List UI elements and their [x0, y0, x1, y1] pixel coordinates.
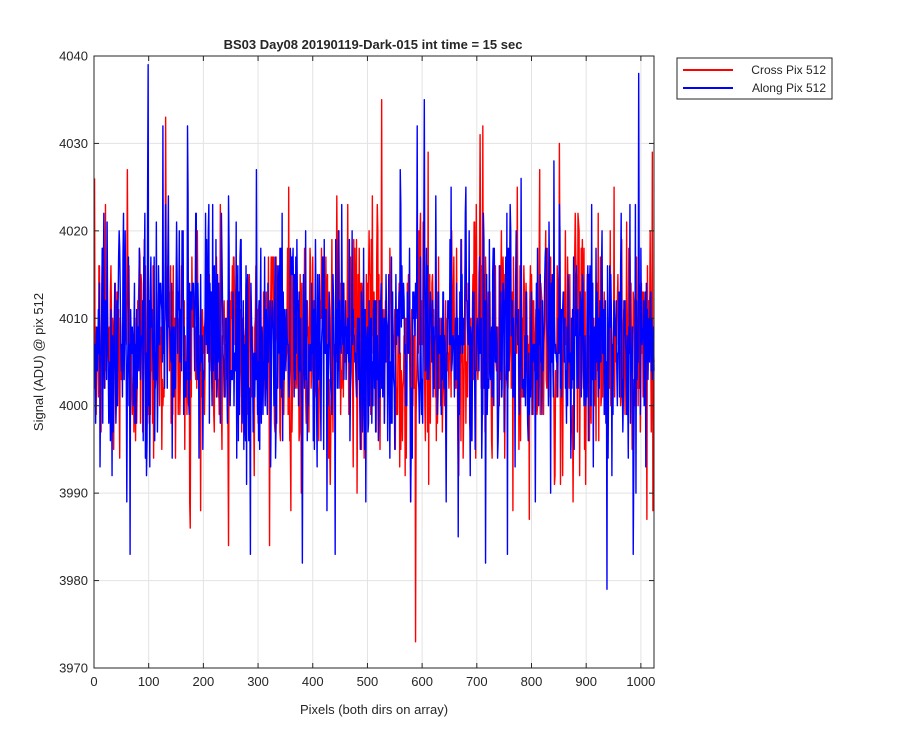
- x-tick-label: 800: [521, 674, 543, 689]
- plot-area: 0 100 200 300 400 500 600 700 800 900 1000 3970 398…: [59, 49, 655, 690]
- x-tick-label: 0: [90, 674, 97, 689]
- x-tick-label: 400: [302, 674, 324, 689]
- axes-box: [93, 55, 655, 669]
- x-tick-label: 500: [357, 674, 379, 689]
- y-tick-label: 4040: [59, 49, 88, 64]
- x-tick-label: 100: [138, 674, 160, 689]
- y-tick-label: 4030: [59, 136, 88, 151]
- x-tick-label: 300: [247, 674, 269, 689]
- x-tick-label: 700: [466, 674, 488, 689]
- x-axis-ticks: 0 100 200 300 400 500 600 700 800 900 1000: [90, 56, 655, 689]
- x-axis-label: Pixels (both dirs on array): [300, 702, 448, 717]
- legend-entry-cross: Cross Pix 512: [751, 63, 826, 77]
- y-axis-ticks: 3970 3980 3990 4000 4010 4020 4030 4040: [59, 49, 654, 676]
- x-tick-label: 600: [411, 674, 433, 689]
- legend: Cross Pix 512 Along Pix 512: [676, 57, 833, 100]
- legend-box: [676, 57, 833, 100]
- chart-title: BS03 Day08 20190119-Dark-015 int time = …: [224, 37, 523, 52]
- x-tick-label: 900: [575, 674, 597, 689]
- y-tick-label: 3990: [59, 486, 88, 501]
- series-line-along-pix-512: [94, 64, 655, 591]
- series-layer: [93, 64, 655, 643]
- y-axis-label: Signal (ADU) @ pix 512: [31, 293, 46, 431]
- y-tick-label: 4020: [59, 223, 88, 238]
- x-tick-label: 200: [193, 674, 215, 689]
- x-tick-label: 1000: [626, 674, 655, 689]
- legend-entry-along: Along Pix 512: [752, 81, 826, 95]
- y-tick-label: 3980: [59, 573, 88, 588]
- y-tick-label: 4010: [59, 311, 88, 326]
- y-tick-label: 4000: [59, 398, 88, 413]
- y-tick-label: 3970: [59, 661, 88, 676]
